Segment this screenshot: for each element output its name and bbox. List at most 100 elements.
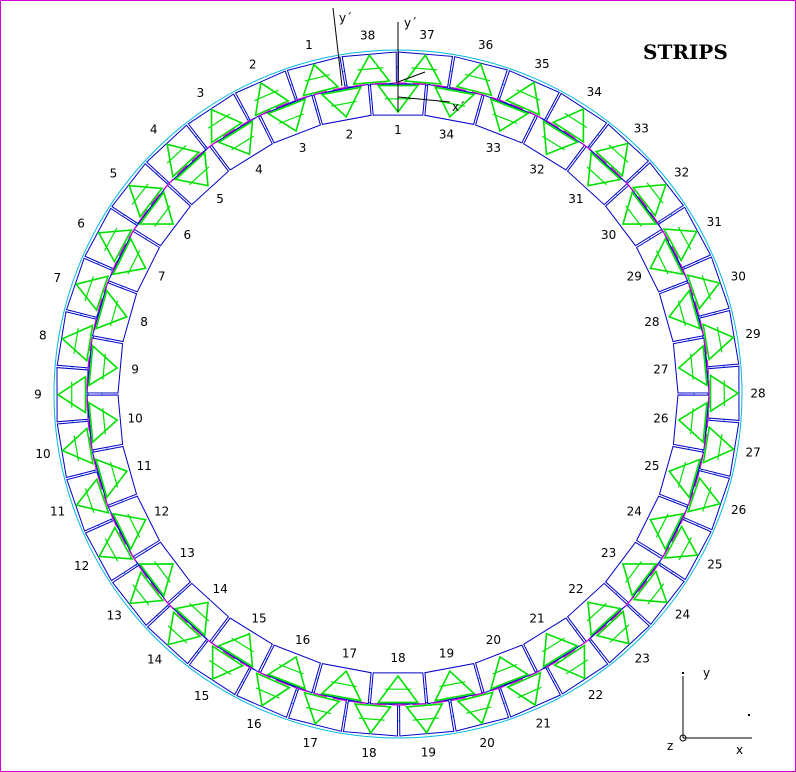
outer-ring-label: 6 [77, 216, 85, 230]
outer-ring-label: 21 [536, 716, 551, 730]
outer-ring-module [699, 419, 740, 477]
outer-ring-strip-chord [358, 717, 385, 721]
outer-ring-strip-chord [254, 89, 279, 102]
outer-ring-module [627, 563, 685, 626]
global-axes-indicator: y x z [667, 666, 752, 757]
inner-ring-label: 27 [653, 363, 668, 377]
inner-ring-module [658, 282, 705, 343]
inner-ring-label: 2 [346, 128, 354, 142]
inner-ring-strip-chord [586, 602, 608, 622]
inner-ring-strip-chord [330, 100, 357, 107]
outer-ring-label: 14 [147, 652, 162, 666]
inner-ring-strip-chord [102, 353, 106, 380]
inner-ring-strip-chord [690, 408, 694, 435]
inner-ring-module-outline [369, 672, 427, 705]
inner-ring-module [210, 115, 273, 171]
outer-ring-label: 17 [303, 736, 318, 750]
outer-ring-label: 1 [305, 38, 313, 52]
inner-ring-module [369, 672, 427, 705]
inner-ring-strip-chord [102, 408, 106, 435]
inner-ring-strip-chord [278, 663, 304, 675]
outer-ring-label: 16 [246, 717, 261, 731]
inner-ring-label: 17 [342, 647, 357, 661]
outer-ring-strip-chord [131, 183, 149, 205]
inner-ring-module [313, 663, 372, 705]
outer-ring-label: 9 [34, 388, 42, 402]
inner-ring-module [672, 394, 710, 451]
inner-ring-strip-chord [492, 113, 518, 125]
outer-ring-strip-chord [701, 275, 712, 300]
outer-ring-module [707, 365, 740, 421]
outer-ring-module [397, 51, 454, 88]
inner-ring-strip-chord [677, 462, 687, 488]
inner-ring-module [313, 83, 372, 125]
inner-ring-module [635, 495, 689, 558]
inner-ring-module [635, 230, 689, 293]
inner-ring-label: 9 [131, 363, 139, 377]
outer-ring-label: 11 [50, 505, 65, 519]
outer-ring-strip-chord [646, 182, 664, 204]
inner-ring-label: 6 [183, 228, 191, 242]
outer-ring-label: 10 [35, 447, 50, 461]
local-axis-outer-y-line [332, 7, 343, 87]
inner-ring-module [86, 337, 124, 394]
outer-ring-label: 28 [750, 386, 765, 400]
inner-ring-label: 7 [158, 269, 166, 283]
outer-ring-label: 29 [745, 327, 760, 341]
inner-ring-label: 1 [394, 123, 402, 137]
inner-ring-label: 22 [568, 582, 583, 596]
inner-ring-module-outline [672, 394, 710, 451]
inner-ring-label: 20 [486, 633, 501, 647]
outer-ring-label: 15 [194, 689, 209, 703]
inner-ring-module [168, 145, 230, 206]
outer-ring-label: 3 [197, 86, 205, 100]
inner-ring-module [91, 445, 138, 506]
inner-ring-module [566, 145, 628, 206]
outer-ring-strip-chord [104, 227, 118, 251]
inner-ring-module [474, 94, 537, 144]
inner-ring-module-outline [86, 394, 124, 451]
inner-ring-label: 32 [529, 163, 544, 177]
outer-ring-module-outline [56, 367, 89, 423]
inner-ring-label: 26 [653, 411, 668, 425]
outer-ring-label: 7 [53, 271, 61, 285]
inner-ring-module [604, 184, 663, 247]
inner-ring-label: 23 [601, 546, 616, 560]
outer-ring-strip-chord [464, 73, 491, 82]
outer-ring-module [84, 207, 138, 270]
outer-ring-label: 19 [421, 746, 436, 760]
outer-ring-module [342, 700, 399, 737]
outer-ring-label: 26 [731, 503, 746, 517]
inner-ring-module [658, 445, 705, 506]
inner-ring-module [604, 541, 663, 604]
outer-ring-label: 31 [707, 215, 722, 229]
inner-ring-strip-chord [677, 300, 687, 326]
local-axis-outer-y-label: y´ [339, 11, 352, 25]
inner-ring-strip-chord [231, 637, 255, 653]
outer-ring-label: 8 [39, 328, 47, 342]
outer-ring-strip-chord [411, 67, 438, 71]
outer-ring-module [286, 56, 346, 101]
outer-ring-label: 23 [635, 651, 650, 665]
global-z-axis-marker [679, 734, 687, 742]
inner-ring-label: 13 [180, 546, 195, 560]
inner-ring-strip-chord [154, 561, 171, 583]
inner-ring-label: 3 [299, 141, 307, 155]
outer-ring-strip-chord [84, 488, 95, 513]
outer-ring-strip-chord [517, 686, 542, 699]
inner-ring-module [259, 644, 322, 694]
inner-ring-module [107, 230, 161, 293]
inner-ring-label: 11 [136, 459, 151, 473]
inner-ring-strip-chord [109, 462, 119, 488]
inner-ring-strip-chord [655, 250, 669, 275]
inner-ring-strip-chord [541, 135, 565, 151]
inner-ring-strip-chord [625, 561, 642, 583]
outer-ring-label: 5 [110, 166, 118, 180]
outer-ring-module [288, 688, 347, 732]
outer-ring-strip-chord [647, 583, 665, 605]
inner-ring-module-outline [672, 337, 710, 394]
outer-ring-label: 18 [361, 746, 376, 760]
outer-ring-strip-chord [357, 67, 384, 71]
